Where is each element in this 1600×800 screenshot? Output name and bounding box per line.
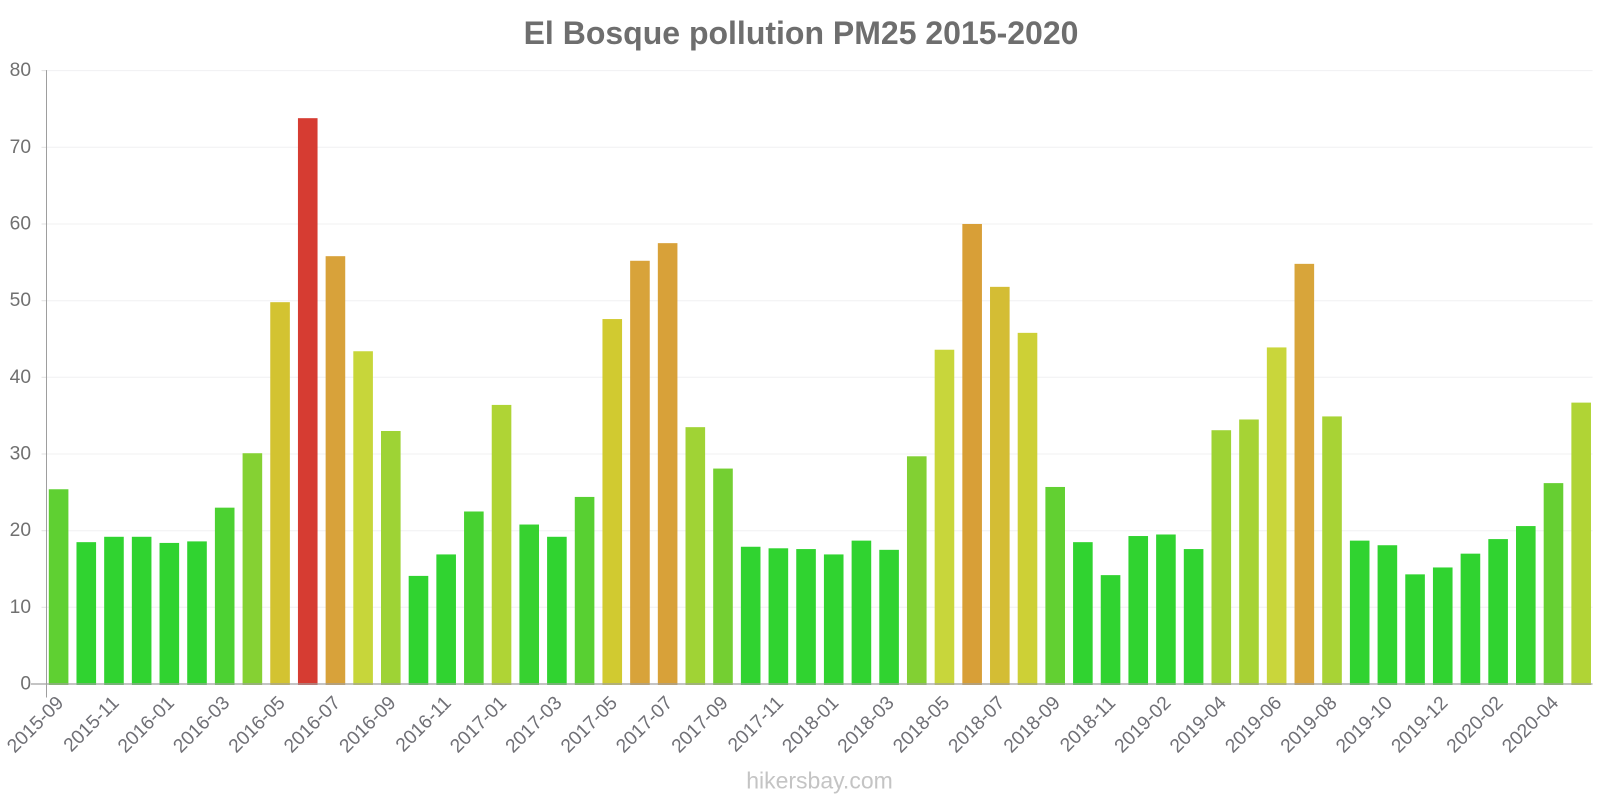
svg-text:60: 60 bbox=[10, 214, 31, 235]
svg-text:20: 20 bbox=[10, 520, 31, 541]
svg-text:50: 50 bbox=[10, 290, 31, 311]
svg-text:40: 40 bbox=[10, 367, 31, 388]
svg-text:70: 70 bbox=[10, 137, 31, 158]
svg-text:30: 30 bbox=[10, 444, 31, 465]
svg-text:10: 10 bbox=[10, 597, 31, 618]
svg-text:80: 80 bbox=[10, 60, 31, 81]
svg-text:El Bosque pollution PM25 2015-: El Bosque pollution PM25 2015-2020 bbox=[524, 15, 1079, 51]
svg-text:0: 0 bbox=[20, 674, 31, 695]
svg-text:hikersbay.com: hikersbay.com bbox=[746, 768, 893, 794]
